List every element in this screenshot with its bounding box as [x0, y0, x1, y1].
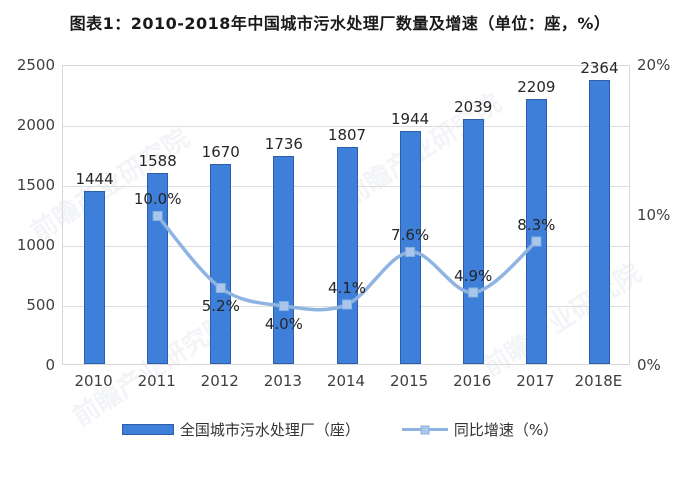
- bar-value-label: 1807: [327, 126, 367, 145]
- growth-rate-label: 4.9%: [454, 266, 493, 285]
- line-series-swatch: [401, 424, 448, 435]
- line-marker: [531, 236, 542, 247]
- bar: [210, 163, 232, 364]
- left-axis-tick: 1000: [16, 236, 55, 254]
- chart-title: 图表1：2010-2018年中国城市污水处理厂数量及增速（单位：座，%）: [69, 14, 611, 33]
- growth-rate-label: 10.0%: [133, 190, 182, 208]
- right-axis-tick: 10%: [637, 206, 671, 224]
- growth-rate-label: 8.3%: [517, 215, 556, 234]
- right-axis-tick: 0%: [637, 356, 661, 374]
- legend-item-line: 同比增速（%）: [401, 419, 559, 440]
- growth-rate-label: 4.0%: [264, 315, 303, 333]
- legend-label-line: 同比增速（%）: [453, 421, 559, 439]
- line-marker: [278, 301, 289, 311]
- line-marker: [405, 247, 416, 257]
- x-axis-tick: 2017: [516, 372, 555, 390]
- x-axis-tick: 2014: [326, 372, 366, 390]
- bar-value-label: 1944: [391, 109, 430, 128]
- bar-value-label: 1444: [75, 169, 114, 188]
- bar-value-label: 2039: [454, 98, 493, 117]
- legend: 全国城市污水处理厂（座） 同比增速（%）: [0, 419, 680, 440]
- left-axis-tick: 500: [26, 296, 55, 314]
- right-axis-tick: 20%: [637, 56, 671, 74]
- growth-rate-label: 5.2%: [201, 297, 240, 315]
- left-axis-tick: 0: [45, 356, 55, 374]
- line-marker: [215, 283, 226, 293]
- bar-series-swatch: [121, 424, 174, 435]
- x-axis-tick: 2011: [137, 372, 176, 390]
- bar-value-label: 1736: [264, 134, 303, 153]
- x-axis-tick: 2018E: [574, 372, 623, 390]
- growth-rate-label: 4.1%: [327, 278, 367, 297]
- legend-item-bar: 全国城市污水处理厂（座）: [121, 419, 360, 440]
- line-marker: [468, 287, 479, 298]
- growth-rate-label: 7.6%: [391, 226, 430, 244]
- x-axis-tick: 2013: [263, 372, 302, 390]
- bar-value-label: 2209: [517, 77, 556, 96]
- bar: [588, 80, 610, 364]
- legend-label-bar: 全国城市污水处理厂（座）: [179, 421, 360, 439]
- gridline: [63, 125, 629, 127]
- x-axis-tick: 2012: [200, 372, 239, 390]
- bar: [336, 147, 358, 364]
- x-axis-tick: 2010: [74, 372, 113, 390]
- left-axis-tick: 2500: [16, 56, 55, 74]
- bar: [273, 155, 295, 364]
- bar-value-label: 1588: [138, 152, 177, 171]
- plot-area: 1444 1588 1670 1736 1807 1944 2039 2209 2364 10.0…: [62, 59, 630, 365]
- line-series: [152, 211, 542, 312]
- left-axis-tick: 1500: [16, 176, 55, 194]
- x-axis-tick: 2016: [453, 372, 492, 390]
- bar: [525, 98, 547, 364]
- bar: [84, 190, 106, 364]
- bar: [462, 119, 484, 364]
- x-axis-tick: 2015: [390, 372, 429, 390]
- bar-value-label: 2364: [580, 59, 619, 78]
- line-swatch-marker: [420, 425, 430, 434]
- line-marker: [342, 299, 352, 310]
- line-marker: [152, 211, 163, 221]
- bar-value-label: 1670: [201, 142, 240, 161]
- left-axis-tick: 2000: [16, 116, 55, 134]
